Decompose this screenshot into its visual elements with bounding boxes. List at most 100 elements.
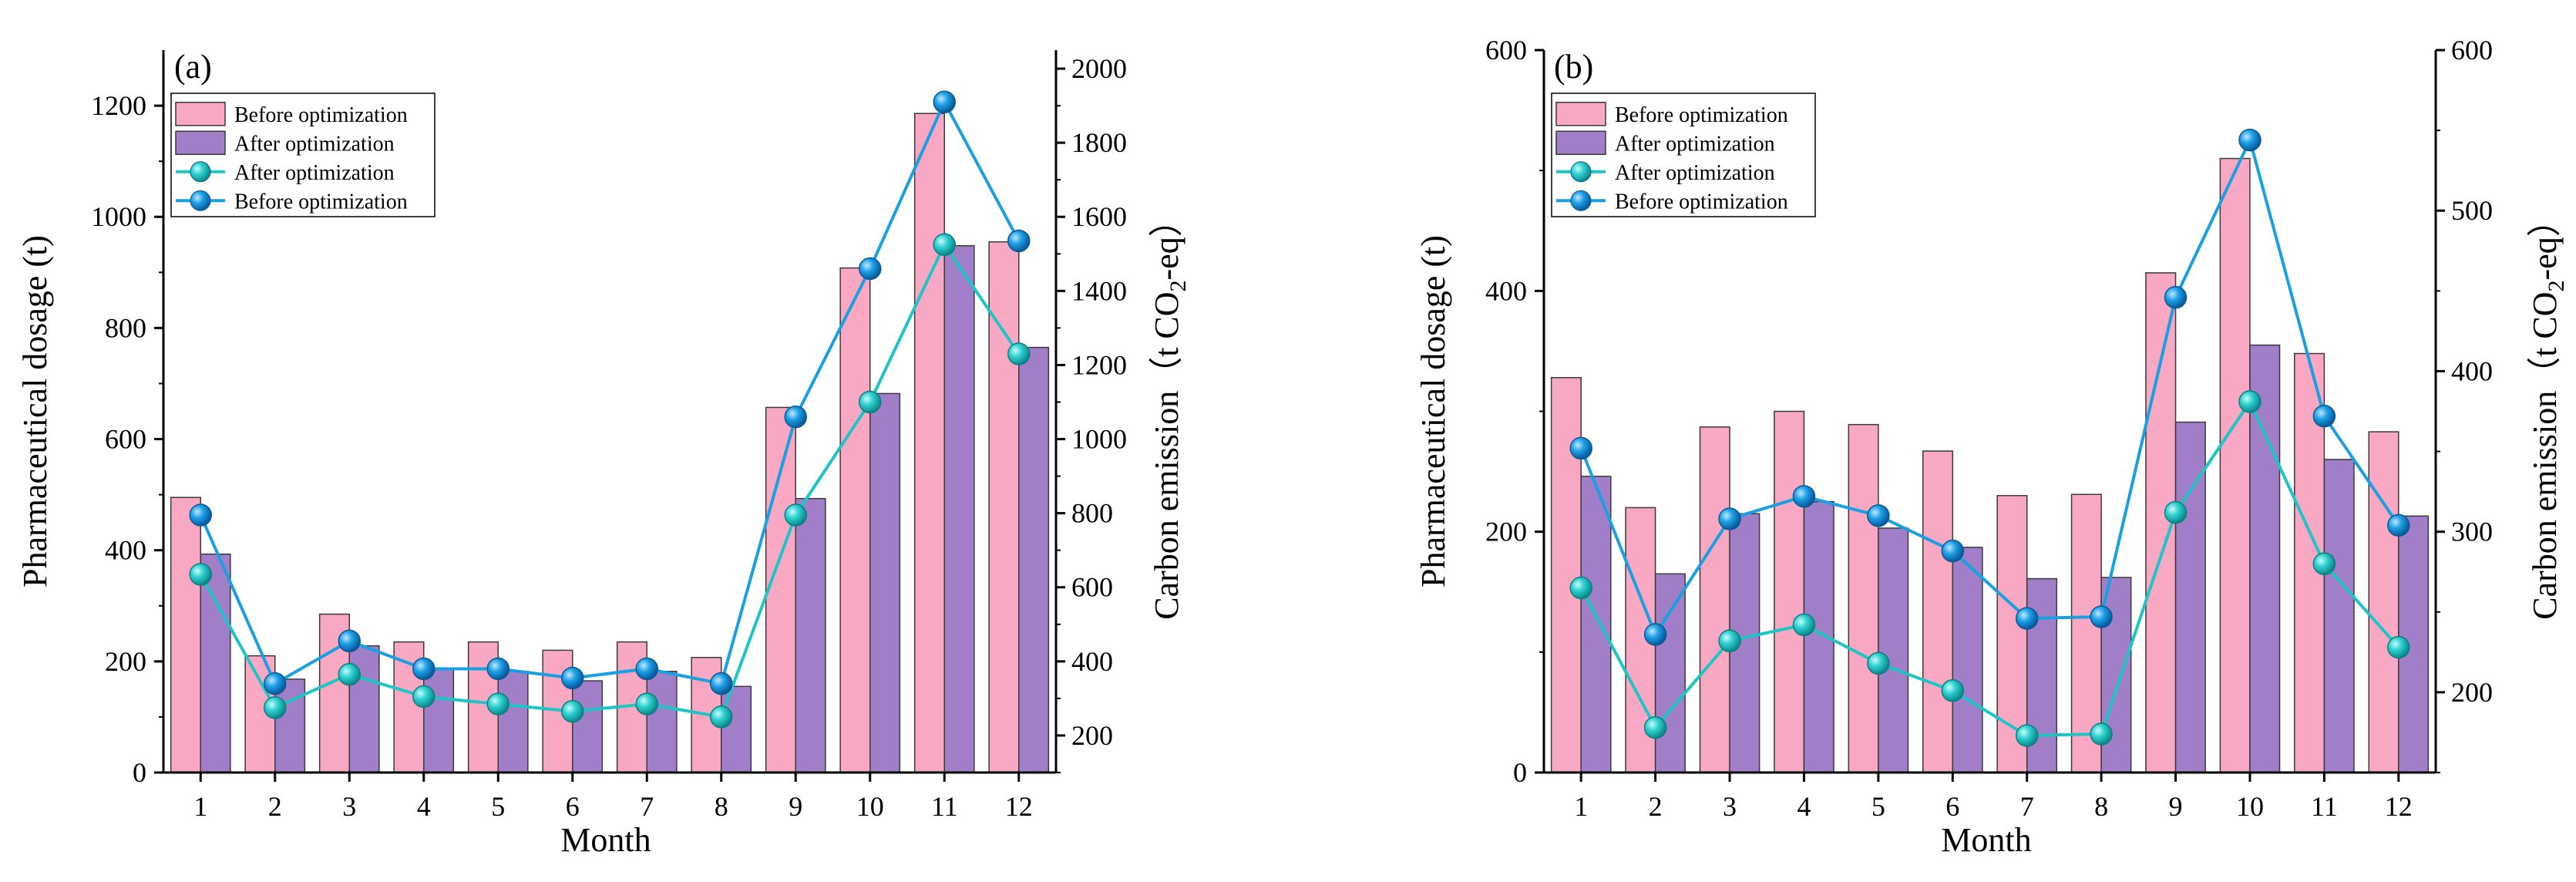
x-tick-label-9: 9 xyxy=(789,791,802,822)
point-after-7 xyxy=(635,692,658,715)
legend: Before optimization After optimization Aft… xyxy=(170,93,435,217)
legend-after-bar-label: After optimization xyxy=(234,132,395,156)
point-before-3 xyxy=(1718,507,1741,530)
point-before-9 xyxy=(2164,285,2188,309)
point-after-3 xyxy=(338,662,361,686)
right-tick-label: 200 xyxy=(2451,677,2493,708)
right-axis-title-suffix: -eq） xyxy=(1148,203,1185,280)
bar-before-12 xyxy=(988,241,1020,773)
right-tick-label: 200 xyxy=(1071,720,1113,751)
point-before-11 xyxy=(933,90,956,114)
point-before-4 xyxy=(412,657,435,681)
legend-before-line-label: Before optimization xyxy=(234,190,408,214)
bar-before-1 xyxy=(170,497,201,773)
legend-before-bar-label: Before optimization xyxy=(1615,103,1788,127)
point-after-1 xyxy=(189,563,212,586)
point-after-8 xyxy=(2090,722,2113,746)
bar-before-3 xyxy=(1699,426,1730,773)
right-axis-title-main: Carbon emission（t CO xyxy=(2526,291,2564,619)
bar-after-5 xyxy=(497,671,529,773)
right-tick-label: 800 xyxy=(1071,498,1113,529)
legend-before-bar-label: Before optimization xyxy=(234,103,408,127)
point-before-7 xyxy=(2015,607,2039,630)
bar-after-6 xyxy=(1952,547,1983,773)
legend-before-line-label: Before optimization xyxy=(1615,190,1788,214)
panel-label: (b) xyxy=(1554,48,1593,86)
right-axis-title-suffix: -eq） xyxy=(2526,203,2564,280)
point-after-6 xyxy=(1941,679,1965,702)
bar-after-11 xyxy=(2323,459,2355,773)
left-tick-label: 200 xyxy=(105,646,146,677)
x-tick-label-4: 4 xyxy=(1797,791,1811,822)
legend-after-line-label: After optimization xyxy=(1615,161,1775,185)
point-after-6 xyxy=(561,699,584,723)
legend-before-bar-swatch xyxy=(175,102,226,126)
x-tick-label-8: 8 xyxy=(2094,791,2108,822)
point-before-7 xyxy=(635,657,658,681)
point-after-2 xyxy=(264,696,287,719)
legend-after-line-swatch-marker xyxy=(190,161,211,183)
point-after-4 xyxy=(1792,613,1816,637)
right-tick-label: 600 xyxy=(2451,35,2493,66)
right-tick-label: 1200 xyxy=(1071,349,1127,380)
bar-after-2 xyxy=(274,678,306,773)
x-tick-label-4: 4 xyxy=(417,791,431,822)
point-before-10 xyxy=(2238,128,2262,152)
right-tick-label: 1800 xyxy=(1071,127,1127,158)
point-before-6 xyxy=(561,666,584,690)
point-after-2 xyxy=(1643,715,1667,739)
right-tick-label: 500 xyxy=(2451,195,2493,226)
left-axis-title: Pharmaceutical dosage (t) xyxy=(16,235,54,587)
x-tick-label-11: 11 xyxy=(2311,791,2338,822)
x-tick-label-6: 6 xyxy=(566,791,580,822)
right-axis-title: Carbon emission（t CO2-eq） xyxy=(2526,203,2569,620)
right-tick-label: 300 xyxy=(2451,517,2493,547)
bar-after-8 xyxy=(721,685,752,773)
point-before-8 xyxy=(2090,605,2113,628)
left-axis-title: Pharmaceutical dosage (t) xyxy=(1414,235,1452,587)
legend-after-bar-swatch xyxy=(175,130,226,155)
x-tick-label-7: 7 xyxy=(2020,791,2034,822)
bar-before-4 xyxy=(1774,410,1805,773)
x-tick-label-7: 7 xyxy=(640,791,654,822)
point-after-5 xyxy=(1867,651,1890,675)
left-tick-label: 400 xyxy=(1485,275,1527,306)
right-tick-label: 1000 xyxy=(1071,424,1127,455)
bar-before-10 xyxy=(839,267,871,773)
left-tick-label: 0 xyxy=(133,757,146,788)
left-tick-label: 1200 xyxy=(91,90,146,121)
bar-before-10 xyxy=(2219,157,2251,773)
bar-after-10 xyxy=(869,392,901,773)
point-before-4 xyxy=(1792,485,1816,508)
point-before-5 xyxy=(1867,504,1890,527)
left-tick-label: 600 xyxy=(105,424,146,455)
bar-after-7 xyxy=(646,671,678,773)
right-axis-title: Carbon emission（t CO2-eq） xyxy=(1148,203,1191,620)
point-after-12 xyxy=(2387,635,2410,659)
line-before-series xyxy=(1579,135,2400,638)
point-before-6 xyxy=(1941,539,1965,563)
x-tick-label-1: 1 xyxy=(193,791,207,822)
point-after-9 xyxy=(2164,500,2188,524)
legend-before-line-swatch-marker xyxy=(190,190,211,211)
line-before-series xyxy=(199,98,1021,686)
bar-after-9 xyxy=(795,497,826,773)
bar-after-12 xyxy=(1018,346,1050,773)
left-tick-label: 800 xyxy=(105,312,146,343)
x-axis-title: Month xyxy=(560,821,651,859)
point-before-2 xyxy=(1643,623,1667,646)
right-tick-label: 600 xyxy=(1071,572,1113,603)
panel-label: (a) xyxy=(174,48,212,86)
right-tick-label: 400 xyxy=(1071,646,1113,677)
x-tick-label-12: 12 xyxy=(1005,791,1033,822)
point-after-12 xyxy=(1007,342,1031,365)
bar-before-5 xyxy=(1848,423,1879,773)
legend-before-bar-swatch xyxy=(1555,102,1606,126)
bar-after-1 xyxy=(200,553,231,773)
left-tick-label: 200 xyxy=(1485,517,1527,547)
x-tick-label-5: 5 xyxy=(491,791,505,822)
right-tick-label: 1400 xyxy=(1071,275,1127,306)
right-axis-title-subscript: 2 xyxy=(1165,280,1191,291)
legend-after-bar-swatch xyxy=(1555,130,1606,155)
